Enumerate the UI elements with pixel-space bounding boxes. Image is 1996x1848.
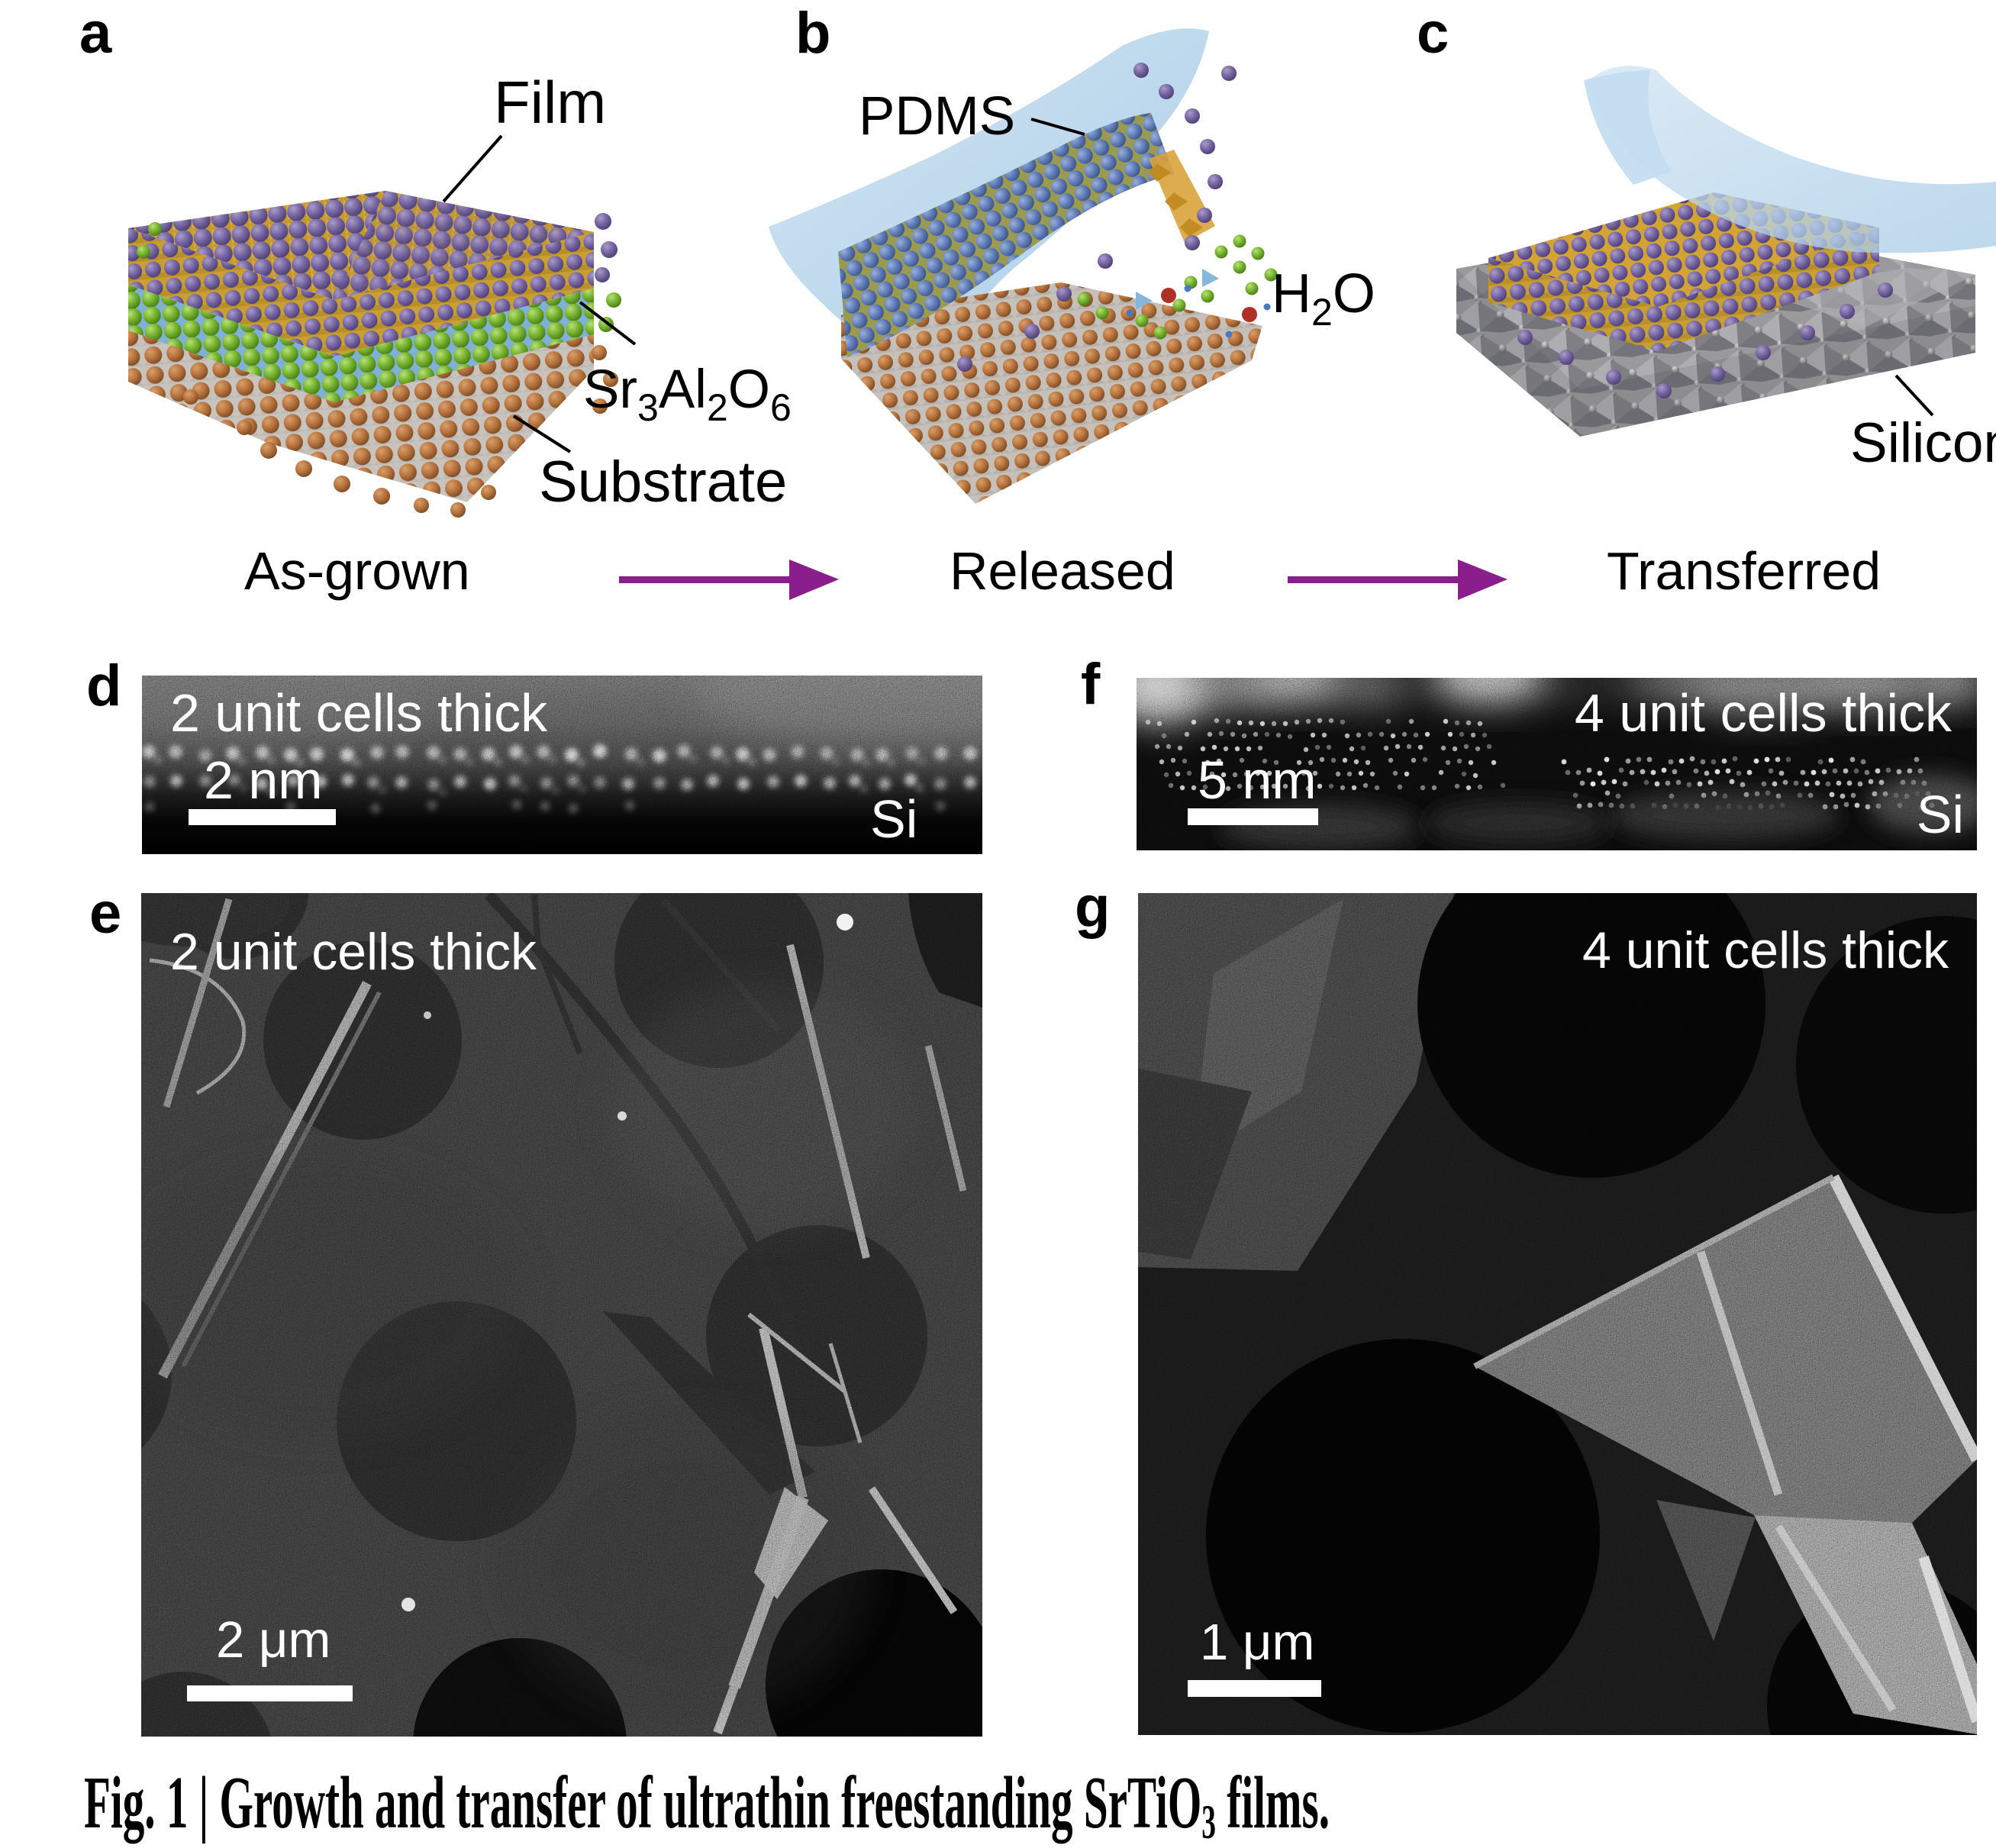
svg-text:2 unit cells thick: 2 unit cells thick bbox=[170, 683, 548, 743]
svg-text:Fig. 1 | Growth and transfer o: Fig. 1 | Growth and transfer of ultrathi… bbox=[84, 1762, 1330, 1848]
svg-text:b: b bbox=[795, 1, 830, 66]
svg-text:5 nm: 5 nm bbox=[1198, 750, 1317, 810]
svg-text:d: d bbox=[86, 653, 121, 718]
svg-text:c: c bbox=[1417, 1, 1449, 66]
svg-text:4 unit cells thick: 4 unit cells thick bbox=[1582, 921, 1949, 979]
svg-text:Si: Si bbox=[870, 789, 917, 849]
svg-text:Silicon: Silicon bbox=[1850, 412, 1996, 474]
svg-text:Si: Si bbox=[1917, 785, 1964, 844]
svg-text:Film: Film bbox=[494, 69, 606, 136]
svg-text:g: g bbox=[1075, 875, 1110, 940]
svg-text:Substrate: Substrate bbox=[539, 450, 787, 514]
svg-text:2 μm: 2 μm bbox=[216, 1611, 331, 1669]
svg-text:a: a bbox=[79, 1, 112, 66]
svg-text:PDMS: PDMS bbox=[859, 86, 1015, 147]
svg-text:Transferred: Transferred bbox=[1607, 541, 1881, 601]
svg-text:f: f bbox=[1081, 652, 1101, 717]
svg-text:As-grown: As-grown bbox=[244, 541, 470, 601]
svg-text:Released: Released bbox=[950, 541, 1175, 601]
svg-text:2 nm: 2 nm bbox=[204, 750, 323, 810]
svg-text:1 μm: 1 μm bbox=[1200, 1614, 1314, 1671]
svg-text:2 unit cells thick: 2 unit cells thick bbox=[170, 923, 537, 981]
svg-text:Sr3Al2O6: Sr3Al2O6 bbox=[583, 360, 792, 429]
svg-text:4 unit cells thick: 4 unit cells thick bbox=[1575, 683, 1952, 743]
svg-text:e: e bbox=[89, 881, 121, 946]
